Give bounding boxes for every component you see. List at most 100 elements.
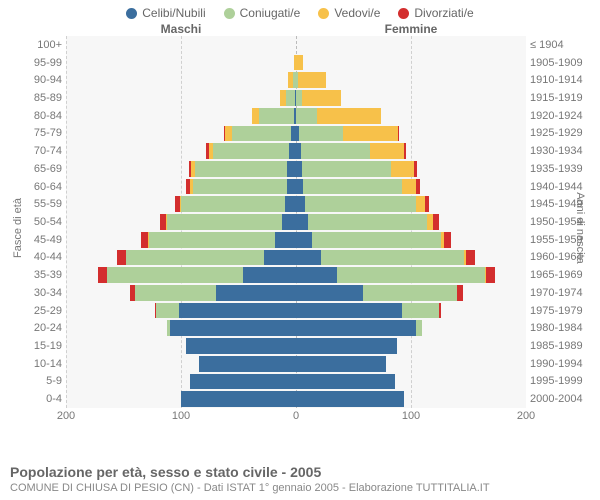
bar-segment: [296, 196, 305, 212]
pyramid-row: [66, 160, 526, 178]
bar-segment: [190, 179, 192, 195]
bar-segment: [282, 214, 296, 230]
footer-subtitle: COMUNE DI CHIUSA DI PESIO (CN) - Dati IS…: [10, 482, 590, 494]
bar-segment: [193, 179, 287, 195]
age-label: 15-19: [8, 341, 62, 352]
bar-segment: [189, 161, 191, 177]
legend-swatch: [224, 8, 235, 19]
legend-label: Coniugati/e: [240, 6, 301, 20]
birth-year-label: 1910-1914: [530, 75, 592, 86]
bar-segment: [308, 214, 428, 230]
pyramid-row: [66, 249, 526, 267]
age-label: 0-4: [8, 394, 62, 405]
bar-segment: [296, 214, 308, 230]
bar-segment: [285, 196, 297, 212]
bar-segment: [180, 196, 181, 212]
age-label: 30-34: [8, 288, 62, 299]
legend-swatch: [126, 8, 137, 19]
chart-footer: Popolazione per età, sesso e stato civil…: [10, 464, 590, 494]
bar-segment: [321, 250, 464, 266]
age-label: 10-14: [8, 359, 62, 370]
pyramid-row: [66, 195, 526, 213]
bar-segment: [391, 161, 414, 177]
bar-segment: [296, 320, 416, 336]
bar-segment: [288, 72, 293, 88]
bar-segment: [404, 143, 406, 159]
female-title: Femmine: [296, 22, 526, 36]
bar-segment: [289, 143, 296, 159]
bar-segment: [299, 126, 343, 142]
x-tick-label: 100: [402, 410, 420, 422]
birth-year-label: 1990-1994: [530, 359, 592, 370]
birth-year-label: 1960-1964: [530, 252, 592, 263]
bar-segment: [280, 90, 286, 106]
bar-segment: [402, 179, 416, 195]
birth-year-label: 1915-1919: [530, 93, 592, 104]
bar-segment: [296, 55, 303, 71]
birth-year-label: 1905-1909: [530, 58, 592, 69]
bar-segment: [414, 161, 416, 177]
birth-year-label: 1945-1949: [530, 199, 592, 210]
bar-segment: [466, 250, 475, 266]
footer-title: Popolazione per età, sesso e stato civil…: [10, 464, 590, 480]
legend: Celibi/NubiliConiugati/eVedovi/eDivorzia…: [0, 0, 600, 22]
bar-segment: [301, 143, 370, 159]
birth-year-label: 1940-1944: [530, 182, 592, 193]
pyramid-row: [66, 36, 526, 54]
bar-segment: [302, 90, 341, 106]
bar-segment: [186, 338, 296, 354]
birth-year-label: 1950-1954: [530, 217, 592, 228]
gender-titles: Maschi Femmine: [8, 22, 592, 36]
birth-year-label: 2000-2004: [530, 394, 592, 405]
bar-segment: [286, 90, 295, 106]
birth-year-label: 1925-1929: [530, 128, 592, 139]
bar-segment: [225, 126, 232, 142]
pyramid-row: [66, 355, 526, 373]
bar-segment: [199, 356, 296, 372]
bar-segment: [98, 267, 107, 283]
bar-segment: [433, 214, 439, 230]
bar-segment: [296, 267, 337, 283]
age-label: 90-94: [8, 75, 62, 86]
bar-segment: [303, 179, 402, 195]
legend-item: Celibi/Nubili: [126, 6, 205, 20]
pyramid-row: [66, 284, 526, 302]
bar-segment: [296, 179, 303, 195]
age-label: 25-29: [8, 306, 62, 317]
legend-label: Vedovi/e: [334, 6, 380, 20]
bar-segment: [275, 232, 296, 248]
bar-segment: [179, 303, 296, 319]
plot-area: [66, 36, 526, 408]
pyramid-row: [66, 178, 526, 196]
legend-swatch: [318, 8, 329, 19]
birth-year-label: ≤ 1904: [530, 40, 592, 51]
x-tick-label: 100: [172, 410, 190, 422]
age-label: 40-44: [8, 252, 62, 263]
bar-segment: [296, 285, 363, 301]
bar-segment: [195, 161, 287, 177]
bar-segment: [190, 374, 296, 390]
bar-segment: [175, 196, 180, 212]
pyramid-row: [66, 107, 526, 125]
bar-segment: [317, 108, 381, 124]
bar-segment: [425, 196, 430, 212]
bar-segment: [167, 214, 282, 230]
pyramid-row: [66, 319, 526, 337]
bar-segment: [296, 374, 395, 390]
age-label: 85-89: [8, 93, 62, 104]
pyramid-row: [66, 89, 526, 107]
legend-label: Celibi/Nubili: [142, 6, 205, 20]
bar-segment: [170, 320, 297, 336]
age-label: 70-74: [8, 146, 62, 157]
bar-segment: [296, 338, 397, 354]
bar-segment: [126, 250, 264, 266]
bar-segment: [216, 285, 297, 301]
age-label: 20-24: [8, 323, 62, 334]
bar-segment: [398, 126, 399, 142]
bar-segment: [416, 196, 425, 212]
birth-year-label: 1980-1984: [530, 323, 592, 334]
bar-segment: [141, 232, 148, 248]
bar-segment: [156, 303, 179, 319]
bar-segment: [186, 179, 191, 195]
bar-segment: [160, 214, 166, 230]
